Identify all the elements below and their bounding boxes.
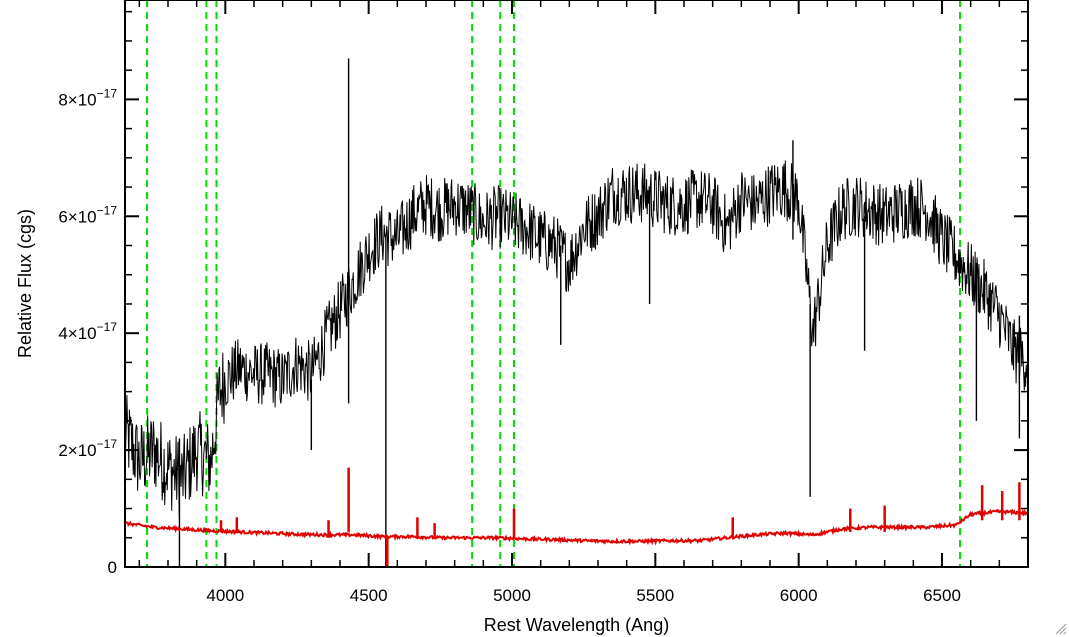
emission-line-markers (146, 0, 962, 567)
y-tick-label: 6×10−17 (58, 203, 117, 226)
x-tick-label: 5000 (493, 586, 531, 605)
x-tick-label: 5500 (636, 586, 674, 605)
y-axis-ticks: 0 2×10−17 4×10−17 6×10−17 8×10−17 (58, 10, 1028, 577)
x-tick-label: 4000 (206, 586, 244, 605)
x-tick-label: 6000 (780, 586, 818, 605)
y-tick-label: 8×10−17 (58, 86, 117, 109)
y-tick-label: 4×10−17 (58, 320, 117, 343)
x-axis-label: Rest Wavelength (Ang) (484, 615, 669, 635)
series-layer (125, 58, 1028, 567)
x-axis-ticks: 4000 4500 5000 5500 6000 6500 (138, 0, 1029, 605)
error-series-line (125, 508, 1028, 546)
spectrum-series-line (125, 160, 1028, 518)
plot-frame (124, 0, 1029, 568)
y-tick-label: 2×10−17 (58, 437, 117, 460)
x-tick-label: 6500 (923, 586, 961, 605)
resize-grip-icon[interactable] (1053, 621, 1067, 635)
x-tick-label: 4500 (350, 586, 388, 605)
y-axis-label: Relative Flux (cgs) (15, 209, 35, 358)
y-tick-label: 0 (108, 558, 117, 577)
